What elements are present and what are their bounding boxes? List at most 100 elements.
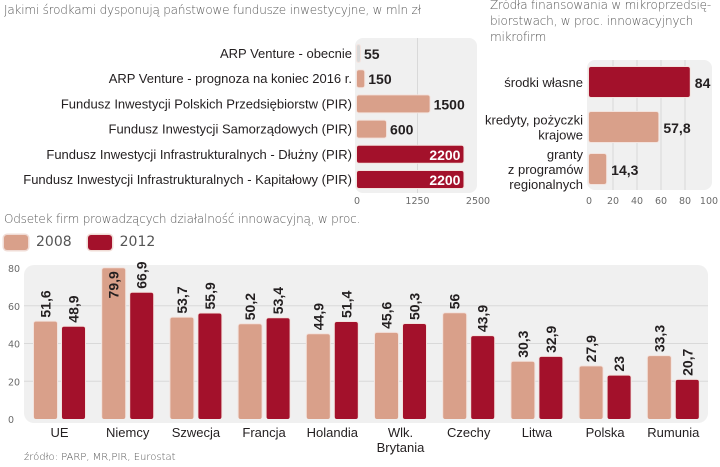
chart1-bar xyxy=(357,45,360,62)
chart1-bar xyxy=(357,95,430,113)
chart1-bar xyxy=(357,70,365,88)
chart3-legend: 2008 2012 xyxy=(4,234,171,250)
chart1-value-label: 2200 xyxy=(429,147,460,163)
chart1-category-label: Fundusz Inwestycji Infrastrukturalnych -… xyxy=(46,147,352,162)
chart3-category-label: Brytania xyxy=(377,440,425,455)
chart2-category-label: granty xyxy=(547,147,584,162)
chart3-value-label-2008: 56 xyxy=(447,294,463,310)
chart3-value-label-2012: 51,4 xyxy=(338,291,354,318)
chart3-category-label: Wlk. xyxy=(388,425,413,440)
chart3-bar-2012 xyxy=(607,375,631,419)
chart2-x-tick: 60 xyxy=(655,196,667,207)
chart3-bar-2008 xyxy=(170,317,194,419)
chart3-bar-2012 xyxy=(62,326,85,419)
legend-item-2008: 2008 xyxy=(4,234,72,250)
chart3-category-label: Szwecja xyxy=(172,425,221,440)
chart3-value-label-2012: 43,9 xyxy=(475,305,491,332)
chart3-bar-2008 xyxy=(238,324,262,419)
chart1-value-label: 1500 xyxy=(434,96,465,112)
chart3-value-label-2008: 79,9 xyxy=(106,271,122,298)
chart1-x-tick: 2500 xyxy=(466,196,490,207)
chart3-category-label: Czechy xyxy=(447,425,491,440)
chart3-bar-2008 xyxy=(306,334,330,419)
chart3-value-label-2012: 66,9 xyxy=(134,261,150,288)
chart3-value-label-2008: 33,3 xyxy=(651,325,667,352)
chart3-value-label-2008: 27,9 xyxy=(583,335,599,362)
chart2-category-label: z programów xyxy=(508,162,584,177)
chart1-x-tick: 1250 xyxy=(405,196,429,207)
chart2-bar xyxy=(589,67,690,97)
chart3-bar-2008 xyxy=(579,366,603,419)
chart2-x-tick: 80 xyxy=(679,196,691,207)
chart3-value-label-2008: 45,6 xyxy=(379,301,395,328)
chart3-category-label: Francja xyxy=(242,425,286,440)
chart3-value-label-2008: 51,6 xyxy=(38,290,54,317)
chart2-title-line: mikrofirm xyxy=(490,30,547,44)
chart3-bar-2012 xyxy=(403,324,426,419)
chart2-value-label: 57,8 xyxy=(663,120,690,136)
chart1-title: Jakimi środkami dysponują państwowe fund… xyxy=(4,3,421,17)
chart1-value-label: 2200 xyxy=(429,172,460,188)
chart1-value-label: 150 xyxy=(368,71,392,87)
legend-swatch-2012 xyxy=(87,234,112,250)
chart3-value-label-2012: 48,9 xyxy=(66,295,82,322)
chart3-value-label-2012: 23 xyxy=(611,356,627,372)
chart3-value-label-2012: 55,9 xyxy=(202,282,218,309)
chart3-y-tick: 40 xyxy=(8,340,20,351)
chart3-bar-2012 xyxy=(471,336,495,419)
chart3-bar-2008 xyxy=(443,313,467,419)
chart3-value-label-2012: 32,9 xyxy=(543,325,559,352)
chart2-category-label: kredyty, pożyczki xyxy=(485,113,583,128)
chart3-bar-2008 xyxy=(375,332,398,419)
chart3-bar-2008 xyxy=(34,321,57,419)
chart3-value-label-2008: 50,2 xyxy=(242,293,258,320)
chart2-category-label: regionalnych xyxy=(509,177,583,192)
chart2-title: Źródła finansowania w mikroprzedsię- bio… xyxy=(490,0,711,45)
chart3-value-label-2008: 53,7 xyxy=(174,286,190,313)
chart3-y-tick: 60 xyxy=(8,302,20,313)
chart2-title-line: biorstwach, w proc. innowacyjnych xyxy=(490,14,694,28)
chart3-bar-2012 xyxy=(266,318,290,419)
chart1-value-label: 600 xyxy=(390,122,414,138)
legend-label-2012: 2012 xyxy=(119,234,156,250)
chart3-value-label-2008: 30,3 xyxy=(515,330,531,357)
chart2-x-tick: 0 xyxy=(586,196,592,207)
chart3-bar-2008 xyxy=(511,361,535,419)
chart1-category-label: Fundusz Inwestycji Polskich Przedsiębior… xyxy=(61,96,352,111)
chart2-x-tick: 20 xyxy=(607,196,619,207)
chart2-bar xyxy=(589,112,659,142)
chart1-value-label: 55 xyxy=(364,46,380,62)
chart2-value-label: 14,3 xyxy=(611,162,638,178)
chart3-y-tick: 80 xyxy=(8,264,20,275)
chart3-value-label-2012: 50,3 xyxy=(407,293,423,320)
chart3-bar-2012 xyxy=(539,356,563,419)
legend-item-2012: 2012 xyxy=(87,234,156,250)
chart1-category-label: ARP Venture - obecnie xyxy=(220,46,352,61)
chart3-category-label: Niemcy xyxy=(106,425,150,440)
chart1-category-label: Fundusz Inwestycji Samorządowych (PIR) xyxy=(109,122,352,137)
chart2-category-label: krajowe xyxy=(538,128,583,143)
chart3-bar-2012 xyxy=(130,292,154,419)
chart2-title-line: Źródła finansowania w mikroprzedsię- xyxy=(490,0,711,12)
chart3-y-tick: 0 xyxy=(8,415,14,426)
chart2-x-tick: 40 xyxy=(631,196,643,207)
chart3-category-label: Rumunia xyxy=(647,425,700,440)
chart3-y-tick: 20 xyxy=(8,377,20,388)
chart2-x-tick: 100 xyxy=(700,196,718,207)
chart3-title: Odsetek firm prowadzących działalność in… xyxy=(4,212,361,226)
chart3-value-label-2012: 53,4 xyxy=(270,287,286,314)
chart3-value-label-2008: 44,9 xyxy=(310,303,326,330)
chart3-bar-2012 xyxy=(334,321,358,419)
chart3-bar-2008 xyxy=(102,268,126,419)
chart2-bar xyxy=(589,154,607,184)
legend-swatch-2008 xyxy=(4,234,28,250)
chart3-bar-2012 xyxy=(675,379,699,419)
chart3-category-label: Holandia xyxy=(307,425,359,440)
chart3-bar-2008 xyxy=(647,356,671,419)
chart2-value-label: 84 xyxy=(695,75,711,91)
chart1-bar xyxy=(357,171,464,188)
chart3-category-label: Polska xyxy=(586,425,626,440)
chart2-category-label: środki własne xyxy=(504,75,583,90)
chart1-bar xyxy=(357,120,387,138)
legend-label-2008: 2008 xyxy=(36,234,72,250)
